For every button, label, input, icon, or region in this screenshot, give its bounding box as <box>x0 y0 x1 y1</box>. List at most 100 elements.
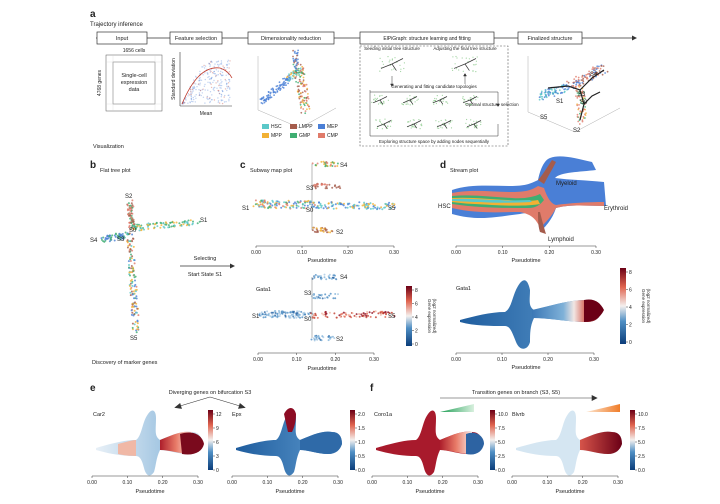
svg-text:S2: S2 <box>336 230 344 236</box>
subway-gene-point <box>381 310 384 313</box>
subway-gene-point <box>310 312 313 315</box>
subway-gene-point <box>316 297 319 300</box>
dim-point <box>307 97 310 100</box>
feature-point <box>187 95 189 97</box>
flat-tree-point <box>126 241 129 244</box>
subway-gene-point <box>321 335 324 338</box>
flat-tree-point <box>130 267 133 270</box>
subway-point <box>323 204 326 207</box>
dim-point <box>289 76 292 79</box>
subway-point <box>320 160 323 163</box>
svg-text:Generating and fitting candida: Generating and fitting candidate topolog… <box>391 84 477 89</box>
x-axis: 0.00 0.10 0.20 0.30 <box>451 245 601 256</box>
subway-point <box>260 205 263 208</box>
subway-point <box>336 202 339 205</box>
panel-e-letter: e <box>90 383 96 394</box>
feature-point <box>218 84 220 87</box>
feature-x-label: Mean <box>200 111 213 117</box>
dim-point <box>291 74 294 77</box>
feature-point <box>224 78 226 81</box>
feature-point <box>214 63 216 65</box>
subway-point <box>285 201 287 204</box>
subway-point <box>378 207 381 210</box>
subway-point <box>280 206 283 209</box>
svg-text:Pseudotime: Pseudotime <box>555 489 584 495</box>
dim-point <box>263 101 266 104</box>
subway-gene-point <box>301 316 304 319</box>
feature-point <box>223 101 226 103</box>
feature-point <box>207 73 209 76</box>
subway-gene-point <box>323 273 326 276</box>
flat-tree-point <box>131 249 134 252</box>
feature-point <box>226 64 228 67</box>
feature-point <box>221 74 223 77</box>
flat-tree-point <box>128 212 131 215</box>
flat-tree-point <box>108 235 111 238</box>
feature-point <box>184 102 186 104</box>
subway-point <box>262 199 264 202</box>
final-point <box>579 112 581 115</box>
subway-gene-point <box>267 313 270 316</box>
final-point <box>541 95 544 98</box>
flat-tree-point <box>128 243 131 245</box>
subway-gene-point <box>274 314 277 317</box>
flat-tree-point <box>130 212 133 215</box>
feature-point <box>227 94 229 97</box>
visualization-label: Visualization <box>93 144 124 150</box>
decreasing-wedge <box>440 404 474 412</box>
x-tick-label: 0.30 <box>591 250 601 256</box>
dim-point <box>296 69 298 72</box>
feature-point <box>213 79 215 82</box>
feature-point <box>195 83 197 85</box>
x-tick-label: 0.10 <box>297 250 307 256</box>
svg-text:S4: S4 <box>340 275 348 281</box>
feature-point <box>214 73 216 75</box>
subway-point <box>332 207 335 210</box>
subway-gene-point <box>367 314 369 317</box>
subway-point <box>335 186 338 189</box>
feature-point <box>195 76 197 79</box>
subway-gene-point <box>258 313 261 316</box>
x-tick-label: 0.20 <box>543 357 553 363</box>
colorbar-ticks: 8 6 4 2 0 <box>412 288 418 348</box>
colorbar-tick-label: 1.0 <box>358 440 365 446</box>
subway-point <box>311 162 314 165</box>
dim-point <box>267 98 270 101</box>
final-point <box>581 92 584 95</box>
subway-point <box>357 204 360 207</box>
subway-point <box>295 204 298 207</box>
flat-tree-point <box>132 222 135 225</box>
feature-point <box>203 67 206 69</box>
feature-point <box>217 101 219 103</box>
dim-point <box>295 52 298 55</box>
colorbar-tick-label: 4 <box>415 315 418 321</box>
colorbar-tick-label: 8 <box>415 288 418 294</box>
subway-point <box>260 199 263 202</box>
subway-gene-point <box>348 314 351 317</box>
subway-gene-point <box>390 311 393 314</box>
subway-gene-point <box>328 273 331 276</box>
colorbar-tick-label: 0 <box>216 468 219 474</box>
subway-gene-point <box>310 338 313 341</box>
final-point <box>551 91 554 94</box>
dim-point <box>299 75 302 78</box>
final-point <box>585 112 587 114</box>
final-point <box>575 75 577 78</box>
subway-point <box>301 202 304 205</box>
final-point <box>544 89 547 91</box>
flat-tree-point <box>130 226 133 229</box>
feature-point <box>225 101 227 103</box>
flat-tree-point <box>135 285 138 288</box>
dim-point <box>297 49 299 52</box>
subway-gene-point <box>291 314 294 317</box>
feature-point <box>228 79 231 81</box>
subway-gene-point <box>322 313 325 316</box>
feature-point <box>209 81 211 84</box>
subway-point <box>292 206 295 209</box>
subway-point <box>392 205 394 208</box>
feature-point <box>193 98 195 101</box>
dim-point <box>290 72 293 74</box>
flat-tree-point <box>106 235 109 238</box>
feature-point <box>189 88 192 91</box>
svg-text:S3: S3 <box>117 237 125 243</box>
